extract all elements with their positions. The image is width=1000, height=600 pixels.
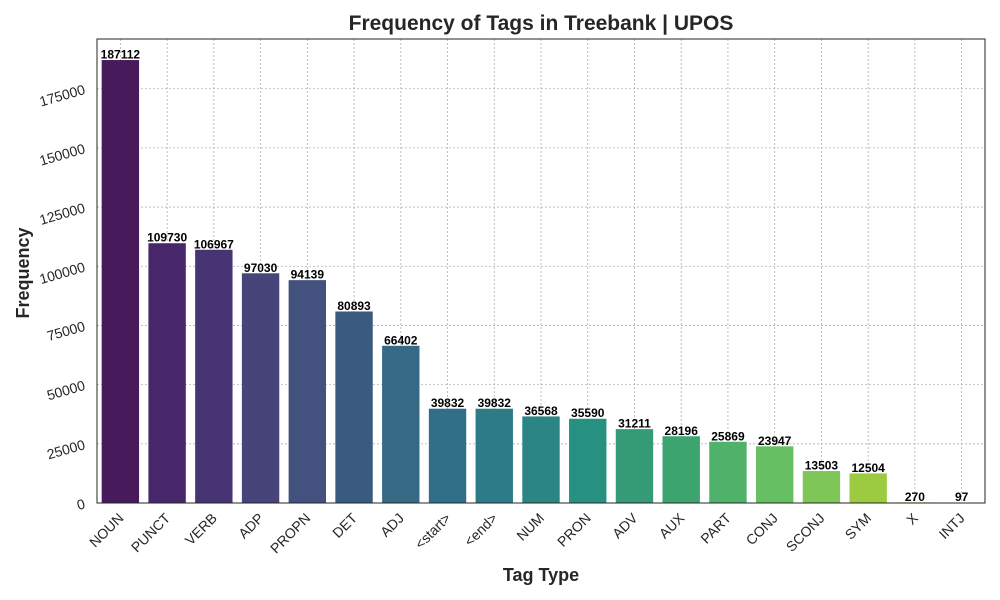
y-tick-label: 75000 <box>45 318 87 344</box>
x-tick-label: PRON <box>554 510 594 550</box>
bar-pron <box>569 418 607 503</box>
bar-noun <box>101 60 140 503</box>
y-tick-label: 50000 <box>45 377 87 403</box>
x-tick-label: DET <box>329 509 360 540</box>
data-label: 39832 <box>431 396 465 410</box>
data-label: 35590 <box>571 406 605 420</box>
data-label: 12504 <box>851 461 885 475</box>
data-label: 97030 <box>244 261 278 275</box>
grid-lines <box>97 39 985 504</box>
bar-part <box>709 441 747 503</box>
x-tick-label: SCONJ <box>783 510 828 555</box>
data-label: 23947 <box>758 434 792 448</box>
bar-aux <box>662 436 700 503</box>
data-label: 80893 <box>337 299 371 313</box>
x-axis-title: Tag Type <box>503 565 579 585</box>
data-label: 106967 <box>194 237 234 251</box>
y-tick-label: 100000 <box>38 259 88 287</box>
bar-adv <box>615 429 654 503</box>
x-tick-label: INTJ <box>936 510 968 542</box>
data-label: 94139 <box>291 268 325 282</box>
data-label: 97 <box>955 490 969 504</box>
data-label: 28196 <box>665 424 699 438</box>
x-tick-label: AUX <box>656 509 688 541</box>
x-tick-label: PUNCT <box>128 510 174 556</box>
bars <box>101 60 981 503</box>
y-tick-label: 150000 <box>38 140 88 168</box>
x-tick-label: ADP <box>235 510 267 542</box>
data-labels: 187112 109730 106967 97030 94139 80893 66402 39… <box>101 48 969 504</box>
bar-end <box>475 408 513 503</box>
bar-det <box>335 311 373 503</box>
y-axis-ticks: 0 25000 50000 75000 100000 125000 150000 175000 <box>38 81 88 513</box>
x-tick-label: NUM <box>513 510 547 544</box>
data-label: 270 <box>905 490 925 504</box>
x-tick-label: <end> <box>461 510 500 549</box>
x-tick-label: CONJ <box>743 510 781 548</box>
data-label: 13503 <box>805 459 839 473</box>
data-label: 31211 <box>618 417 651 431</box>
y-tick-label: 175000 <box>38 81 88 109</box>
x-tick-label: ADJ <box>377 510 407 540</box>
data-label: 36568 <box>524 404 558 418</box>
x-tick-label: ADV <box>609 509 641 541</box>
bar-start <box>428 408 467 503</box>
bar-verb <box>195 249 233 503</box>
y-tick-label: 125000 <box>38 200 88 228</box>
x-axis-ticks: NOUN PUNCT VERB ADP PROPN DET ADJ <start> <end> N… <box>86 509 968 556</box>
data-label: 187112 <box>101 48 141 62</box>
data-label: 109730 <box>147 231 187 245</box>
x-tick-label: VERB <box>182 510 220 548</box>
y-axis-title: Frequency <box>13 227 33 318</box>
bar-adp <box>241 273 280 503</box>
data-label: 39832 <box>478 396 512 410</box>
bar-punct <box>148 243 186 503</box>
data-label: 66402 <box>384 333 418 347</box>
y-tick-label: 0 <box>75 495 87 513</box>
chart-title: Frequency of Tags in Treebank | UPOS <box>349 12 734 35</box>
bar-sconj <box>802 471 841 503</box>
bar-num <box>522 416 560 503</box>
bar-sym <box>849 473 887 503</box>
x-tick-label: X <box>903 509 921 527</box>
plot-frame <box>96 38 986 504</box>
data-label: 25869 <box>711 429 745 443</box>
x-tick-label: <start> <box>412 510 454 552</box>
bar-adj <box>382 345 420 503</box>
bar-conj <box>755 446 794 503</box>
x-tick-label: PROPN <box>267 510 314 557</box>
x-tick-label: SYM <box>842 510 875 543</box>
y-tick-label: 25000 <box>45 436 87 462</box>
x-tick-label: NOUN <box>86 510 126 550</box>
bar-propn <box>288 280 327 503</box>
x-tick-label: PART <box>697 509 734 546</box>
